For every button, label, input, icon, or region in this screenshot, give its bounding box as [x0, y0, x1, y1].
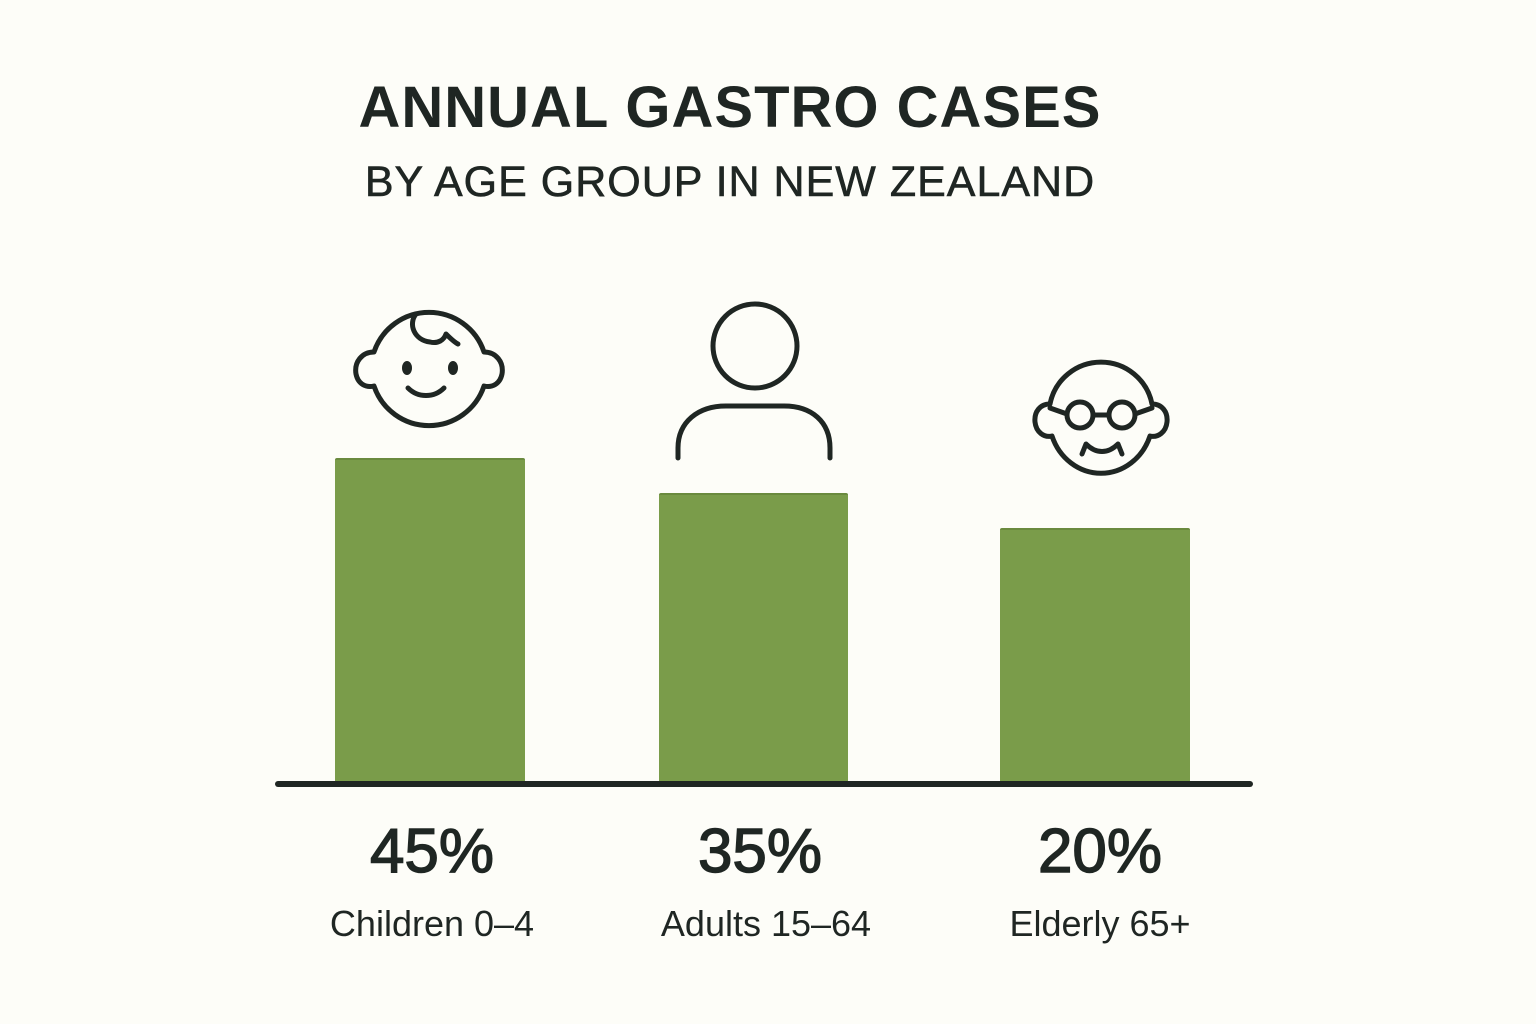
- baby-face-icon: [353, 309, 505, 429]
- elderly-face-with-glasses-icon: [1032, 359, 1170, 476]
- adult-person-icon: [675, 301, 833, 461]
- bar-adults: [659, 493, 848, 783]
- bar-elderly: [1000, 528, 1190, 783]
- bar-children: [335, 458, 525, 783]
- category-label-adults: Adults 15–64: [660, 903, 872, 944]
- value-label-adults: 35%: [697, 816, 823, 886]
- x-axis-baseline: [275, 781, 1253, 787]
- value-label-elderly: 20%: [1037, 816, 1163, 886]
- category-label-elderly: Elderly 65+: [1009, 903, 1191, 944]
- value-label-children: 45%: [369, 816, 495, 886]
- chart-subtitle: BY AGE GROUP IN NEW ZEALAND: [364, 158, 1096, 207]
- category-label-children: Children 0–4: [329, 903, 535, 944]
- chart-title: ANNUAL GASTRO CASES: [358, 75, 1102, 140]
